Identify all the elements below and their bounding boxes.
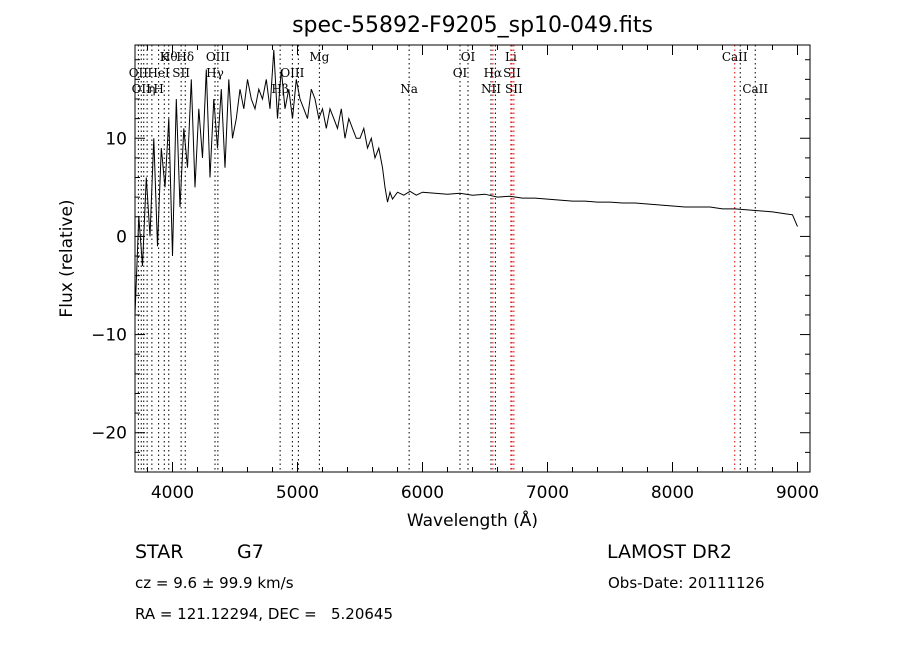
line-marker-label: Hδ	[176, 50, 194, 64]
line-marker-label: Hγ	[206, 66, 224, 80]
x-tick-label: 4000	[151, 483, 194, 503]
object-subclass: G7	[237, 541, 264, 563]
redshift-text: cz = 9.6 ± 99.9 km/s	[135, 574, 294, 592]
line-marker-label: CaII	[722, 50, 748, 64]
line-marker-label: OII	[132, 82, 152, 96]
spectrum-line	[134, 49, 798, 315]
line-marker-label: CaII	[742, 82, 768, 96]
line-marker-label: OII	[129, 66, 149, 80]
line-marker-label: SII	[505, 82, 523, 96]
line-marker-label: Hα	[484, 66, 503, 80]
x-tick-label: 9000	[776, 483, 819, 503]
line-marker-label: H	[153, 82, 163, 96]
chart-title: spec-55892-F9205_sp10-049.fits	[292, 13, 653, 38]
line-marker-label: SII	[503, 66, 521, 80]
line-marker-label: Li	[505, 50, 517, 64]
y-tick-label: −10	[91, 326, 127, 346]
x-axis-label: Wavelength (Å)	[407, 509, 538, 531]
x-tick-label: 8000	[651, 483, 694, 503]
line-marker-label: K	[160, 50, 170, 64]
y-tick-label: −20	[91, 424, 127, 444]
survey-label: LAMOST DR2	[607, 541, 732, 563]
line-marker-label: OIII	[206, 50, 230, 64]
x-tick-label: 6000	[401, 483, 444, 503]
line-marker-label: HeI	[147, 66, 170, 80]
line-marker-label: η	[148, 82, 155, 96]
line-marker-label: OI	[461, 50, 476, 64]
y-axis-label: Flux (relative)	[57, 199, 77, 317]
x-tick-label: 7000	[526, 483, 569, 503]
y-tick-label: 0	[116, 227, 127, 247]
line-marker-label: Na	[400, 82, 418, 96]
line-marker-label: OI	[453, 66, 468, 80]
line-marker-label: Hθ	[160, 50, 178, 64]
line-marker-label: SII	[172, 66, 190, 80]
y-tick-label: 10	[105, 129, 127, 149]
line-marker-label: NII	[481, 82, 501, 96]
object-class: STAR	[135, 541, 184, 563]
x-tick-label: 5000	[276, 483, 319, 503]
obs-date-text: Obs-Date: 20111126	[608, 574, 765, 592]
radec-text: RA = 121.12294, DEC = 5.20645	[135, 605, 394, 623]
plot-frame	[134, 44, 811, 473]
line-marker-label: Mg	[309, 50, 329, 64]
line-marker-label: OIII	[280, 66, 304, 80]
